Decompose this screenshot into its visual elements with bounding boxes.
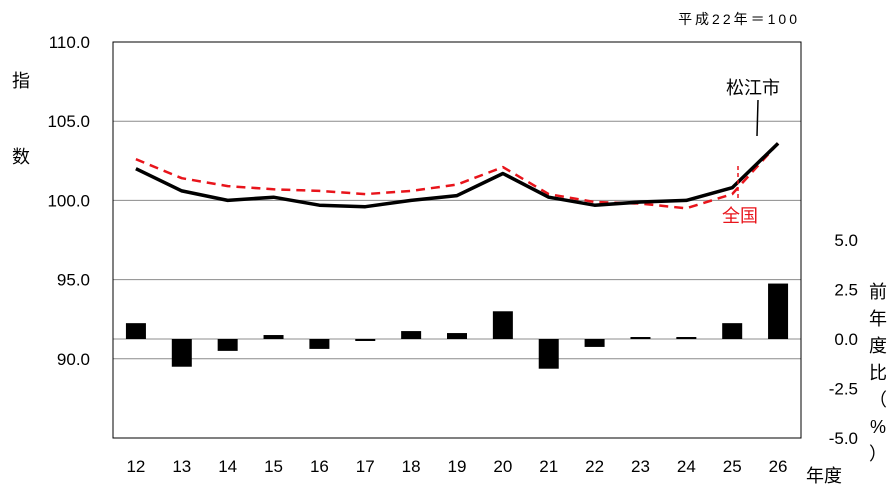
plot-frame xyxy=(112,41,802,439)
line-series-zenkoku xyxy=(135,142,780,210)
y-right-tick-label: -2.5 xyxy=(829,380,858,399)
annotation-matsue-leader xyxy=(756,99,759,137)
bar xyxy=(630,337,651,339)
x-tick-label: 24 xyxy=(677,457,696,476)
bar xyxy=(217,339,238,351)
annotation-matsue: 松江市 xyxy=(726,78,780,98)
bar xyxy=(309,339,330,349)
bar xyxy=(768,283,789,339)
x-tick-label: 14 xyxy=(218,457,237,476)
y-left-tick-label: 90.0 xyxy=(57,350,90,369)
y-left-tick-label: 105.0 xyxy=(47,112,90,131)
y-right-title-char: 年 xyxy=(869,309,887,329)
y-right-tick-label: 5.0 xyxy=(834,231,858,250)
bar xyxy=(676,337,697,339)
x-tick-label: 22 xyxy=(585,457,604,476)
y-right-tick-label: -5.0 xyxy=(829,429,858,448)
x-tick-label: 16 xyxy=(310,457,329,476)
x-tick-label: 26 xyxy=(769,457,788,476)
bar xyxy=(171,339,192,367)
y-right-title-char: 度 xyxy=(869,336,887,356)
bar xyxy=(538,339,559,369)
bar xyxy=(447,333,467,339)
x-tick-label: 12 xyxy=(126,457,145,476)
y-left-tick-label: 100.0 xyxy=(47,191,90,210)
x-tick-label: 19 xyxy=(448,457,467,476)
y-right-title-char: 前 xyxy=(869,282,887,302)
x-axis-title: 年度 xyxy=(806,466,842,486)
y-right-title-char: ） xyxy=(869,444,887,464)
x-tick-label: 17 xyxy=(356,457,375,476)
bar xyxy=(584,339,605,347)
y-left-title-char: 数 xyxy=(12,147,30,167)
y-right-title-char: 比 xyxy=(869,363,887,383)
y-left-title-char: 指 xyxy=(12,71,30,91)
line-series-matsue xyxy=(135,142,780,209)
x-tick-label: 25 xyxy=(723,457,742,476)
bar xyxy=(492,311,513,339)
bar xyxy=(263,335,284,339)
y-right-title-char: （ xyxy=(869,390,887,410)
bar xyxy=(355,339,376,341)
bar xyxy=(125,323,146,339)
x-tick-label: 18 xyxy=(402,457,421,476)
bar xyxy=(722,323,743,339)
y-right-tick-label: 2.5 xyxy=(834,281,858,300)
y-left-tick-label: 95.0 xyxy=(57,271,90,290)
base-year-note: 平成22年＝100 xyxy=(678,11,800,27)
x-tick-label: 21 xyxy=(539,457,558,476)
x-tick-label: 15 xyxy=(264,457,283,476)
y-right-title-char: % xyxy=(870,417,886,437)
x-tick-label: 13 xyxy=(172,457,191,476)
x-tick-label: 23 xyxy=(631,457,650,476)
x-tick-label: 20 xyxy=(493,457,512,476)
annotation-zenkoku: 全国 xyxy=(722,206,758,226)
y-right-tick-label: 0.0 xyxy=(834,330,858,349)
y-left-tick-label: 110.0 xyxy=(49,33,90,52)
bar xyxy=(401,331,422,339)
